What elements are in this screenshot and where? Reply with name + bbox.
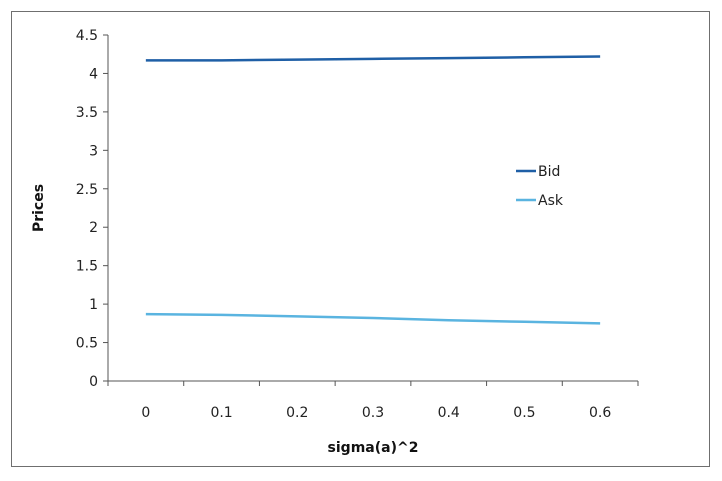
x-tick-label: 0.5 [513,405,535,421]
y-tick-label: 2 [89,220,98,236]
y-tick-label: 1 [89,297,98,313]
x-tick-label: 0.6 [589,405,611,421]
y-tick-label: 0 [89,374,98,390]
series-lines [146,57,600,324]
y-tick-label: 3.5 [76,105,98,121]
legend: Bid Ask [516,164,564,209]
y-tick-label: 0.5 [76,336,98,352]
x-axis: 0 0.1 0.2 0.3 0.4 0.5 0.6 [108,381,638,421]
x-tick-label: 0 [141,405,150,421]
series-line-ask [146,314,600,323]
legend-label-bid: Bid [538,164,560,180]
y-axis: 0 0.5 1 1.5 2 2.5 3 3.5 4 4.5 [76,28,108,390]
series-line-bid [146,57,600,61]
y-tick-label: 4 [89,66,98,82]
y-tick-label: 4.5 [76,28,98,44]
y-tick-label: 1.5 [76,259,98,275]
y-axis-title: Prices [31,184,47,232]
x-tick-label: 0.1 [210,405,232,421]
x-tick-label: 0.2 [286,405,308,421]
y-tick-label: 2.5 [76,182,98,198]
x-axis-title: sigma(a)^2 [328,440,419,456]
y-tick-label: 3 [89,143,98,159]
legend-label-ask: Ask [538,193,564,209]
x-tick-label: 0.4 [438,405,460,421]
x-tick-label: 0.3 [362,405,384,421]
